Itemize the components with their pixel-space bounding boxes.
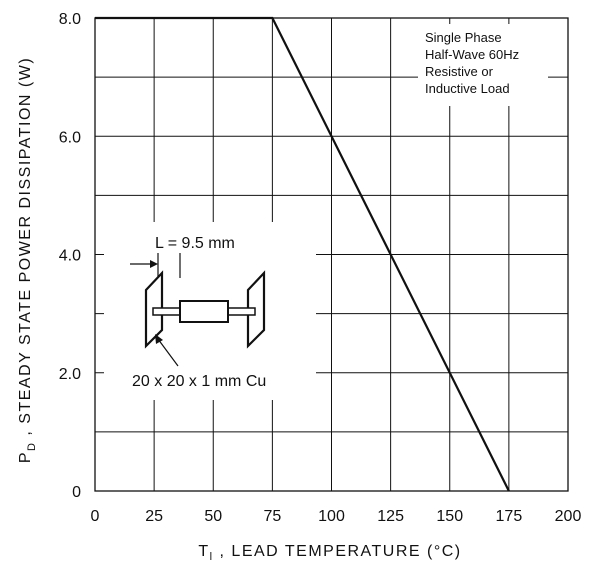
y-tick-label-4: 8.0	[59, 11, 81, 28]
y-tick-label-0: 0	[72, 484, 81, 501]
lead-length-label: L = 9.5 mm	[155, 235, 235, 252]
diode-body	[179, 300, 229, 323]
x-tick-label-4: 100	[318, 508, 345, 525]
condition-note-line-3: Inductive Load	[425, 81, 510, 96]
pad-size-label: 20 x 20 x 1 mm Cu	[132, 373, 266, 390]
condition-note: Single Phase Half-Wave 60Hz Resistive or In…	[425, 30, 519, 96]
plot-frame	[94, 17, 569, 492]
condition-note-line-1: Half-Wave 60Hz	[425, 47, 519, 62]
y-tick-label-1: 2.0	[59, 366, 81, 383]
y-tick-label-3: 6.0	[59, 129, 81, 146]
x-tick-label-3: 75	[263, 508, 281, 525]
x-axis-title: Tl , LEAD TEMPERATURE (°C)	[198, 543, 461, 563]
y-axis-title-main: P	[17, 451, 34, 463]
x-tick-label-1: 25	[145, 508, 163, 525]
x-axis-title-rest: , LEAD TEMPERATURE (°C)	[214, 543, 462, 560]
pad-pointer-shaft	[157, 338, 179, 367]
x-tick-label-7: 175	[496, 508, 523, 525]
x-tick-label-2: 50	[204, 508, 222, 525]
x-tick-label-0: 0	[91, 508, 100, 525]
tick-labels: 0 25 50 75 100 125 150 175 200 0 2.0 4.0 6.0 8.0	[59, 11, 582, 525]
y-axis-title: PD , STEADY STATE POWER DISSIPATION (W)	[17, 57, 38, 463]
x-tick-label-5: 125	[377, 508, 404, 525]
y-axis-title-subscript: D	[26, 442, 38, 451]
mounting-inset: L = 9.5 mm 20 x 20 x 1 mm Cu	[104, 222, 316, 400]
condition-note-line-2: Resistive or	[425, 64, 494, 79]
condition-note-line-0: Single Phase	[425, 30, 502, 45]
x-tick-label-8: 200	[555, 508, 582, 525]
series-layer	[95, 16, 510, 492]
condition-note-background	[418, 24, 548, 106]
lead-length-arrow-head	[150, 260, 158, 268]
x-axis-title-subscript: l	[210, 551, 214, 563]
series-line-0	[95, 16, 510, 492]
pad-pointer-head	[155, 334, 163, 344]
x-axis-title-main: T	[198, 543, 209, 560]
y-tick-label-2: 4.0	[59, 248, 81, 265]
x-tick-label-6: 150	[436, 508, 463, 525]
left-lead	[152, 307, 181, 316]
right-copper-pad	[246, 270, 266, 349]
right-lead	[227, 307, 256, 316]
y-axis-title-rest: , STEADY STATE POWER DISSIPATION (W)	[17, 57, 34, 442]
